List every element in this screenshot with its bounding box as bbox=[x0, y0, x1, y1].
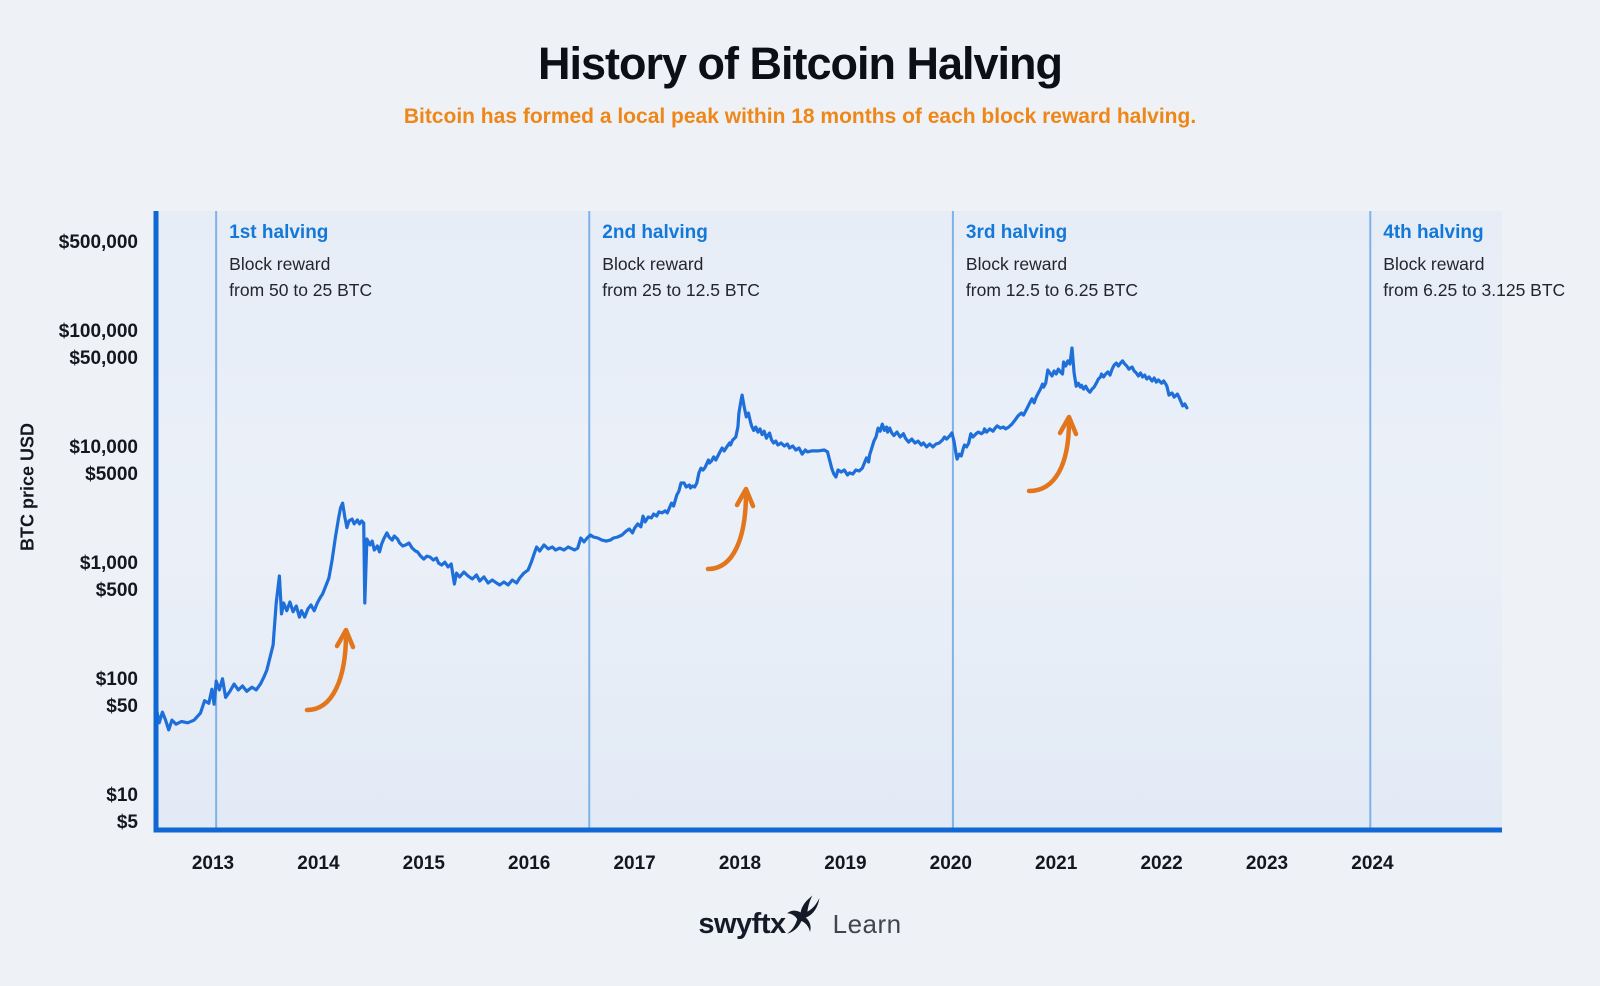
local-peak-arrows-group bbox=[304, 414, 1079, 713]
swift-bird-icon bbox=[786, 894, 821, 940]
halving-reward-line: Block reward bbox=[229, 254, 331, 274]
halving-title: 1st halving bbox=[229, 222, 329, 243]
plot-area bbox=[158, 211, 1502, 828]
x-tick-label: 2024 bbox=[1351, 853, 1394, 874]
x-tick-label: 2018 bbox=[718, 853, 762, 874]
footer-logo: swyftx Learn bbox=[0, 894, 1600, 950]
halving-from-line: from 25 to 12.5 BTC bbox=[602, 280, 760, 300]
x-tick-label: 2021 bbox=[1035, 853, 1078, 874]
peak-arrowhead bbox=[334, 627, 356, 650]
peak-arrow bbox=[304, 631, 349, 713]
x-tick-label: 2022 bbox=[1140, 853, 1183, 874]
footer-learn-label: Learn bbox=[832, 908, 902, 939]
x-tick-label: 2019 bbox=[824, 853, 867, 874]
peak-arrowhead bbox=[1057, 414, 1079, 437]
peak-arrow bbox=[1026, 418, 1072, 494]
annotation-3rd-halving: 3rd halving Block reward from 12.5 to 6.… bbox=[966, 222, 1138, 303]
y-tick-label: $50,000 bbox=[69, 348, 138, 369]
halving-title: 4th halving bbox=[1383, 222, 1484, 243]
halving-lines-group bbox=[215, 211, 1372, 828]
x-tick-label: 2015 bbox=[402, 853, 445, 874]
btc-price-line bbox=[154, 346, 1189, 732]
annotation-4th-halving: 4th halving Block reward from 6.25 to 3.… bbox=[1383, 222, 1565, 303]
peak-arrow bbox=[705, 490, 749, 572]
y-tick-label: $100 bbox=[95, 669, 138, 691]
y-tick-label: $500 bbox=[95, 580, 138, 601]
page-title: History of Bitcoin Halving bbox=[537, 38, 1063, 89]
halving-reward-line: Block reward bbox=[602, 254, 704, 274]
y-tick-label: $100,000 bbox=[58, 321, 138, 343]
annotation-1st-halving: 1st halving Block reward from 50 to 25 B… bbox=[229, 222, 372, 303]
page-subtitle: Bitcoin has formed a local peak within 1… bbox=[403, 105, 1197, 128]
x-tick-label: 2014 bbox=[297, 853, 340, 874]
y-tick-label: $10,000 bbox=[69, 437, 138, 459]
y-tick-label: $5 bbox=[116, 812, 138, 833]
halving-from-line: from 12.5 to 6.25 BTC bbox=[965, 280, 1139, 300]
swyftx-logo-text: swyftx bbox=[698, 907, 786, 940]
y-tick-label: $1,000 bbox=[79, 553, 138, 575]
peak-arrowhead bbox=[734, 486, 756, 509]
y-tick-label: $50 bbox=[106, 696, 138, 717]
halving-title: 3rd halving bbox=[965, 222, 1068, 243]
y-tick-label: $500,000 bbox=[58, 232, 138, 253]
x-tick-label: 2020 bbox=[929, 853, 972, 874]
halving-reward-line: Block reward bbox=[1383, 254, 1485, 274]
y-tick-label: $10 bbox=[106, 785, 138, 807]
x-tick-label: 2023 bbox=[1245, 853, 1289, 874]
halving-from-line: from 6.25 to 3.125 BTC bbox=[1383, 280, 1566, 300]
halving-reward-line: Block reward bbox=[965, 254, 1068, 274]
halving-title: 2nd halving bbox=[602, 222, 708, 243]
annotation-2nd-halving: 2nd halving Block reward from 25 to 12.5… bbox=[602, 222, 760, 303]
x-tick-label: 2016 bbox=[508, 853, 551, 874]
x-tick-label: 2017 bbox=[613, 853, 656, 874]
y-tick-label: $5000 bbox=[85, 464, 138, 485]
x-tick-label: 2013 bbox=[191, 853, 235, 874]
halving-from-line: from 50 to 25 BTC bbox=[229, 280, 373, 300]
